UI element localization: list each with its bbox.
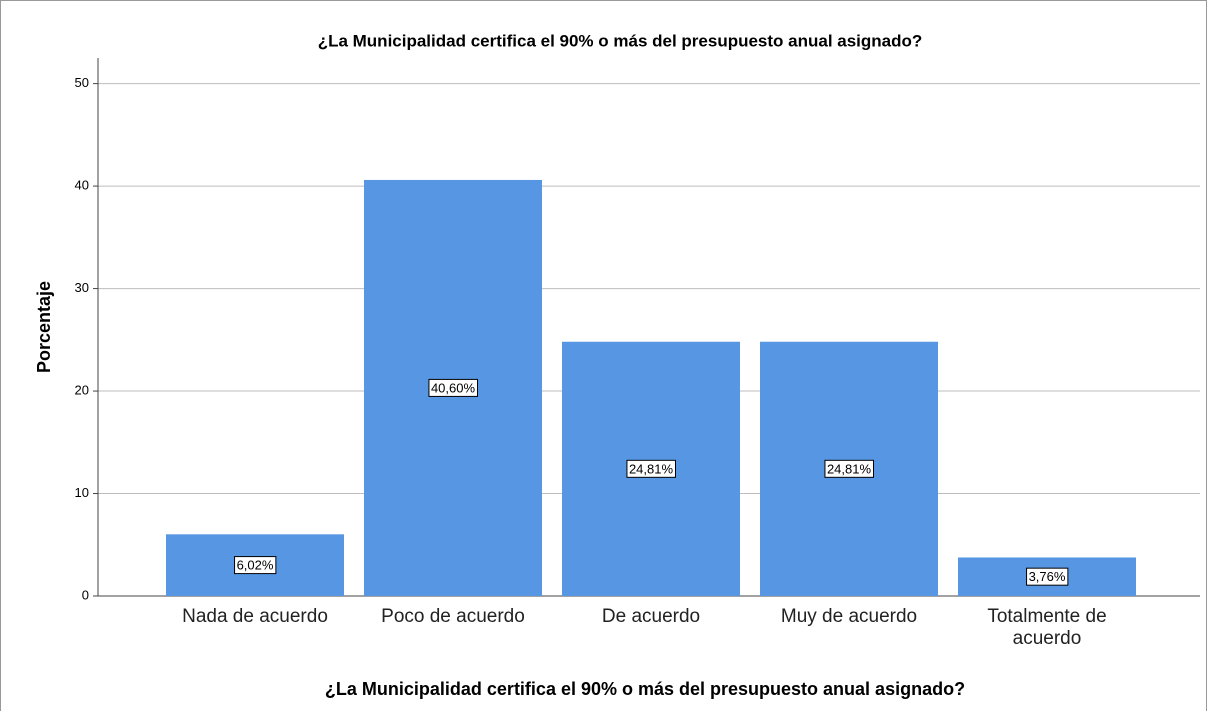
- y-tick-label: 50: [75, 75, 89, 90]
- y-tick-label: 0: [82, 587, 89, 602]
- data-label: 40,60%: [431, 380, 476, 395]
- x-tick-label: Muy de acuerdo: [780, 606, 918, 627]
- data-label-box: [824, 459, 874, 478]
- y-tick-label: 40: [75, 178, 89, 193]
- y-tick-label: 10: [75, 485, 89, 500]
- data-label-box: [626, 459, 676, 478]
- data-label: 24,81%: [629, 461, 674, 476]
- data-label-box: [234, 556, 277, 575]
- x-tick-label: Nada de acuerdo: [182, 606, 328, 627]
- chart-title: ¿La Municipalidad certifica el 90% o más…: [318, 31, 923, 50]
- data-label-box: [1026, 567, 1069, 586]
- x-axis-title: ¿La Municipalidad certifica el 90% o más…: [325, 679, 965, 699]
- y-axis-title: Porcentaje: [34, 281, 54, 373]
- y-tick-label: 20: [75, 382, 89, 397]
- data-label: 24,81%: [827, 461, 872, 476]
- data-label: 3,76%: [1029, 569, 1066, 584]
- data-label-box: [428, 378, 478, 397]
- x-tick-label: Totalmente de acuerdo: [987, 606, 1107, 649]
- x-tick-label: De acuerdo: [601, 606, 701, 627]
- data-label: 6,02%: [237, 558, 274, 573]
- x-tick-label: Poco de acuerdo: [381, 606, 525, 627]
- y-tick-label: 30: [75, 280, 89, 295]
